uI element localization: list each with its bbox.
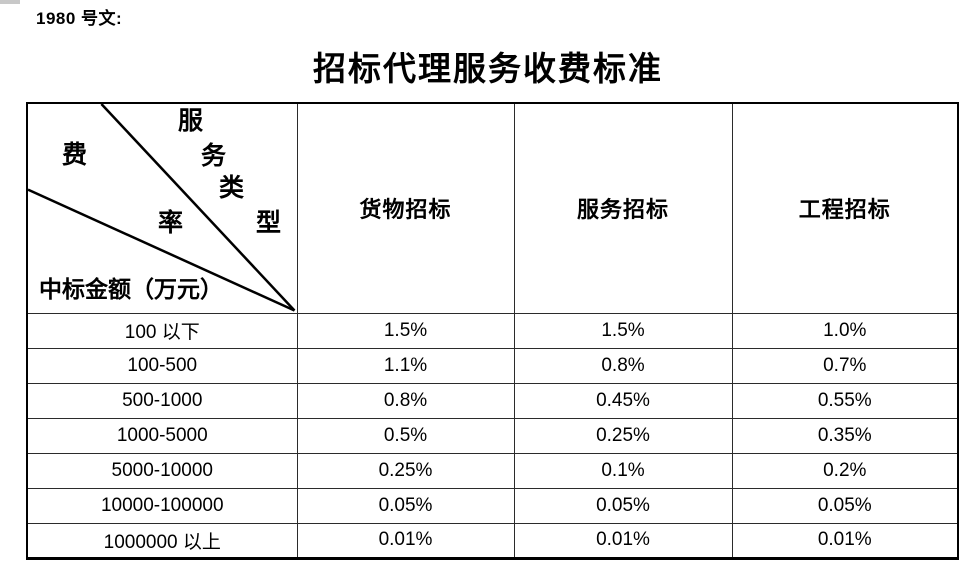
corner-header-cell: 服 务 类 型 费 率 中标金额（万元） — [26, 102, 298, 314]
goods-rate-cell: 0.01% — [296, 522, 515, 559]
services-rate-cell: 0.25% — [513, 417, 733, 454]
diagonal-lines — [28, 104, 296, 312]
works-rate-cell: 0.7% — [731, 347, 959, 384]
services-rate-cell: 0.45% — [513, 382, 733, 419]
column-header-goods: 货物招标 — [296, 102, 515, 314]
row-amount-cell: 500-1000 — [26, 382, 298, 419]
fee-table: 服 务 类 型 费 率 中标金额（万元） 货物招标 服务招标 工程招标 100 … — [26, 102, 959, 560]
table-row: 10000-100000 0.05% 0.05% 0.05% — [26, 487, 959, 524]
table-row: 1000-5000 0.5% 0.25% 0.35% — [26, 417, 959, 454]
goods-rate-cell: 0.25% — [296, 452, 515, 489]
column-header-works: 工程招标 — [731, 102, 959, 314]
table-row: 100 以下 1.5% 1.5% 1.0% — [26, 312, 959, 349]
corner-fee-rate-char: 率 — [158, 210, 184, 237]
goods-rate-cell: 0.8% — [296, 382, 515, 419]
table-row: 500-1000 0.8% 0.45% 0.55% — [26, 382, 959, 419]
row-amount-cell: 100 以下 — [26, 312, 298, 349]
corner-service-type-char: 型 — [256, 210, 282, 237]
corner-header-inner: 服 务 类 型 费 率 中标金额（万元） — [28, 104, 296, 312]
table-row: 100-500 1.1% 0.8% 0.7% — [26, 347, 959, 384]
column-header-services: 服务招标 — [513, 102, 733, 314]
goods-rate-cell: 1.5% — [296, 312, 515, 349]
services-rate-cell: 0.01% — [513, 522, 733, 559]
table-row: 5000-10000 0.25% 0.1% 0.2% — [26, 452, 959, 489]
works-rate-cell: 0.05% — [731, 487, 959, 524]
goods-rate-cell: 0.05% — [296, 487, 515, 524]
row-amount-cell: 5000-10000 — [26, 452, 298, 489]
works-rate-cell: 0.01% — [731, 522, 959, 559]
page-edge-artifact — [0, 0, 20, 4]
services-rate-cell: 1.5% — [513, 312, 733, 349]
table-header-row: 服 务 类 型 费 率 中标金额（万元） 货物招标 服务招标 工程招标 — [26, 102, 959, 314]
services-rate-cell: 0.8% — [513, 347, 733, 384]
works-rate-cell: 0.2% — [731, 452, 959, 489]
row-amount-cell: 10000-100000 — [26, 487, 298, 524]
corner-service-type-char: 务 — [201, 143, 227, 170]
services-rate-cell: 0.1% — [513, 452, 733, 489]
row-amount-cell: 100-500 — [26, 347, 298, 384]
goods-rate-cell: 1.1% — [296, 347, 515, 384]
services-rate-cell: 0.05% — [513, 487, 733, 524]
doc-number-label: 1980 号文: — [36, 9, 123, 28]
row-amount-cell: 1000000 以上 — [26, 522, 298, 559]
corner-service-type-char: 类 — [219, 175, 245, 202]
page-title: 招标代理服务收费标准 — [313, 52, 663, 88]
corner-fee-rate-char: 费 — [62, 142, 88, 169]
works-rate-cell: 0.35% — [731, 417, 959, 454]
works-rate-cell: 1.0% — [731, 312, 959, 349]
corner-service-type-char: 服 — [178, 108, 204, 135]
row-amount-cell: 1000-5000 — [26, 417, 298, 454]
corner-amount-label: 中标金额（万元） — [39, 277, 223, 302]
goods-rate-cell: 0.5% — [296, 417, 515, 454]
works-rate-cell: 0.55% — [731, 382, 959, 419]
table-row: 1000000 以上 0.01% 0.01% 0.01% — [26, 522, 959, 559]
